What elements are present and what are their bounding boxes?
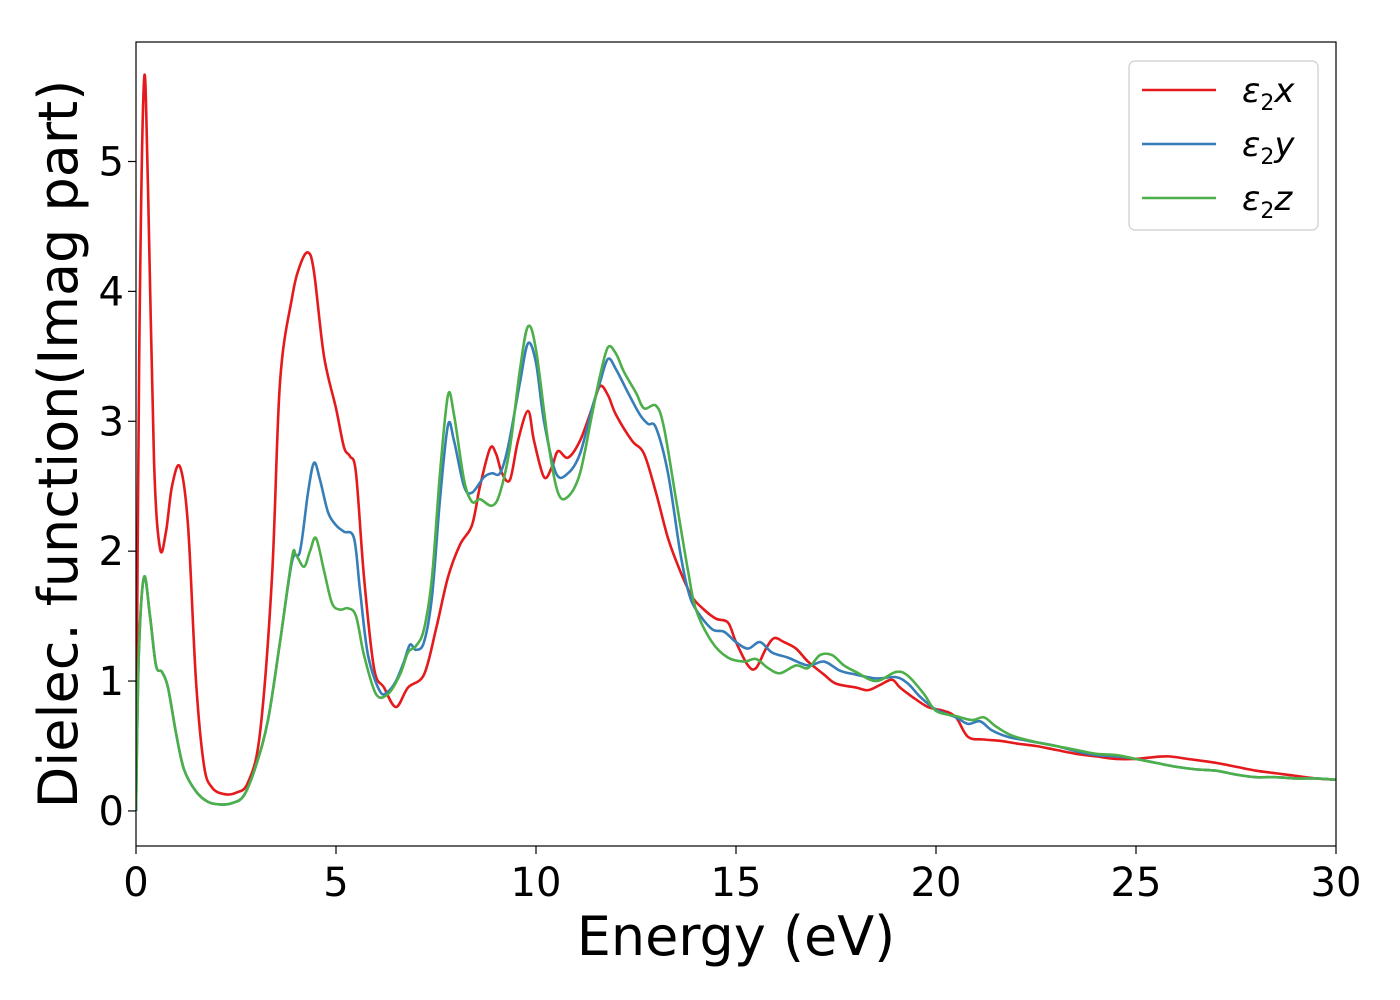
x-tick-label: 0 [123, 860, 148, 906]
axis-ticks: 0 5 10 15 20 25 30 0 1 2 3 4 5 [99, 139, 1362, 906]
legend-label-y: ε2y [1242, 125, 1295, 170]
x-tick-label: 20 [911, 860, 962, 906]
series-line-y [136, 341, 1336, 811]
legend-label-x: ε2x [1242, 71, 1295, 116]
legend-label-z: ε2z [1242, 179, 1293, 224]
y-tick-label: 4 [99, 269, 124, 315]
series-line-x [136, 73, 1336, 811]
legend: ε2x ε2y ε2z [1128, 60, 1319, 231]
x-tick-label: 25 [1111, 860, 1162, 906]
y-tick-label: 5 [99, 139, 124, 185]
legend-box [1128, 60, 1319, 231]
y-tick-label: 2 [99, 529, 124, 575]
y-tick-label: 1 [99, 659, 124, 705]
x-tick-label: 5 [323, 860, 348, 906]
series-lines [136, 73, 1336, 811]
series-line-z [136, 324, 1336, 811]
x-tick-label: 30 [1311, 860, 1362, 906]
y-tick-label: 3 [99, 399, 124, 445]
y-tick-label: 0 [99, 789, 124, 835]
x-tick-label: 10 [511, 860, 562, 906]
y-axis-title: Dielec. function(Imag part) [27, 80, 90, 809]
plot-area-frame [135, 41, 1337, 847]
x-tick-label: 15 [711, 860, 762, 906]
x-axis-title: Energy (eV) [577, 905, 896, 968]
